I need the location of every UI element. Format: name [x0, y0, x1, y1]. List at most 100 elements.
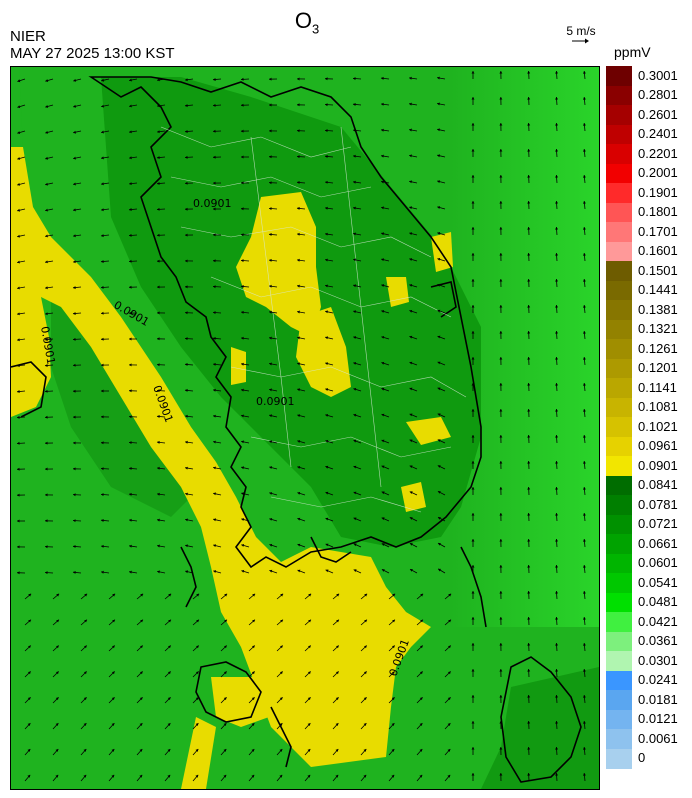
wind-arrow-head-icon: [45, 312, 48, 316]
wind-arrow-head-icon: [84, 619, 87, 623]
color-scale-swatch: [606, 85, 632, 106]
wind-arrow-head-icon: [280, 619, 283, 623]
color-scale-swatch: [606, 514, 632, 535]
wind-arrow-head-icon: [17, 312, 20, 316]
wind-arrow-head-icon: [223, 723, 227, 726]
wind-arrow-head-icon: [419, 749, 423, 752]
wind-arrow-head-icon: [297, 336, 300, 340]
wind-arrow-head-icon: [185, 130, 188, 133]
color-scale-swatch: [606, 709, 632, 730]
wind-arrow-head-icon: [471, 747, 475, 750]
wind-arrow-head-icon: [269, 362, 272, 366]
wind-arrow-head-icon: [555, 227, 559, 230]
wind-arrow-head-icon: [213, 207, 216, 211]
wind-arrow-head-icon: [437, 128, 440, 132]
wind-arrow-head-icon: [83, 723, 87, 726]
wind-arrow-head-icon: [499, 383, 503, 386]
timestamp-label: MAY 27 2025 13:00 KST: [10, 45, 175, 62]
ozone-plume-sw: [181, 717, 216, 789]
wind-arrow-head-icon: [213, 155, 216, 159]
color-scale-swatch: [606, 105, 632, 125]
wind-arrow-head-icon: [73, 312, 76, 315]
wind-arrow-head-icon: [471, 409, 475, 412]
wind-arrow-head-icon: [101, 234, 104, 238]
wind-arrow-head-icon: [583, 461, 586, 464]
ozone-plume-inland-5: [406, 417, 451, 445]
wind-arrow-head-icon: [73, 493, 76, 497]
contour-label: 0.0901: [193, 197, 232, 210]
wind-arrow-head-icon: [17, 157, 21, 160]
wind-arrow-head-icon: [409, 387, 413, 391]
wind-arrow-head-icon: [583, 617, 586, 620]
wind-arrow-head-icon: [391, 774, 395, 778]
color-scale-label: 0.1081: [638, 399, 678, 415]
wind-arrow-head-icon: [381, 543, 385, 546]
wind-arrow-head-icon: [471, 97, 475, 100]
wind-arrow-head-icon: [325, 284, 328, 288]
title-main: O: [294, 8, 312, 33]
wind-arrow-head-icon: [471, 487, 475, 490]
color-scale-label: 0.0181: [638, 691, 678, 707]
wind-arrow-head-icon: [213, 233, 216, 237]
wind-arrow-head-icon: [28, 645, 31, 649]
wind-arrow-head-icon: [363, 723, 367, 726]
wind-arrow-head-icon: [157, 311, 160, 315]
wind-arrow-head-icon: [129, 467, 132, 470]
wind-arrow-head-icon: [325, 414, 329, 417]
color-scale-swatch: [606, 553, 632, 574]
color-scale-label: 0.2201: [638, 145, 678, 161]
wind-arrow-head-icon: [471, 695, 475, 698]
wind-arrow-head-icon: [471, 279, 475, 282]
color-scale-label: 0.1601: [638, 243, 678, 259]
wind-arrow-head-icon: [555, 539, 559, 542]
wind-arrow-head-icon: [555, 773, 559, 776]
wind-arrow-head-icon: [297, 310, 300, 314]
wind-arrow-head-icon: [213, 466, 216, 470]
wind-arrow-head-icon: [583, 227, 586, 230]
wind-arrow-head-icon: [335, 723, 339, 726]
wind-arrow-head-icon: [297, 129, 300, 133]
wind-arrow-head-icon: [185, 466, 188, 470]
color-scale-label: 0.1141: [638, 379, 677, 395]
wind-arrow-head-icon: [195, 774, 199, 778]
wind-arrow-head-icon: [527, 513, 531, 516]
wind-arrow-head-icon: [325, 543, 329, 547]
wind-arrow-head-icon: [73, 545, 76, 548]
wind-arrow-head-icon: [241, 388, 244, 392]
wind-arrow-head-icon: [45, 545, 48, 549]
wind-arrow-head-icon: [213, 337, 216, 340]
wind-arrow-head-icon: [213, 388, 216, 392]
wind-arrow-head-icon: [499, 461, 503, 464]
wind-arrow-head-icon: [527, 71, 531, 74]
wind-arrow-head-icon: [381, 76, 384, 80]
wind-arrow-head-icon: [381, 361, 385, 365]
wind-arrow-head-icon: [73, 130, 76, 134]
wind-arrow-head-icon: [583, 149, 586, 152]
wind-arrow-head-icon: [241, 129, 244, 133]
wind-arrow-head-icon: [185, 414, 188, 418]
wind-arrow-head-icon: [555, 565, 559, 568]
wind-arrow-head-icon: [527, 331, 531, 334]
wind-arrow-head-icon: [167, 671, 171, 675]
wind-arrow-head-icon: [251, 749, 255, 752]
wind-arrow-head-icon: [583, 669, 586, 672]
wind-arrow-head-icon: [101, 519, 104, 522]
wind-arrow-head-icon: [353, 77, 356, 81]
wind-arrow-head-icon: [167, 723, 171, 726]
wind-arrow-head-icon: [45, 364, 48, 367]
contour-label: 0.0901: [256, 395, 295, 408]
wind-arrow-head-icon: [335, 774, 339, 778]
wind-arrow-head-icon: [353, 128, 356, 132]
wind-arrow-head-icon: [185, 78, 188, 82]
wind-arrow-head-icon: [447, 671, 451, 675]
wind-arrow-head-icon: [17, 286, 20, 290]
wind-arrow-head-icon: [17, 260, 20, 264]
wind-arrow-head-icon: [353, 413, 357, 417]
district-boundaries: [160, 126, 467, 513]
wind-arrow-head-icon: [381, 569, 385, 572]
wind-arrow-head-icon: [140, 619, 143, 623]
wind-arrow-head-icon: [185, 544, 188, 548]
wind-arrow-head-icon: [129, 492, 132, 496]
wind-arrow-head-icon: [392, 593, 396, 597]
wind-arrow-head-icon: [325, 155, 328, 158]
